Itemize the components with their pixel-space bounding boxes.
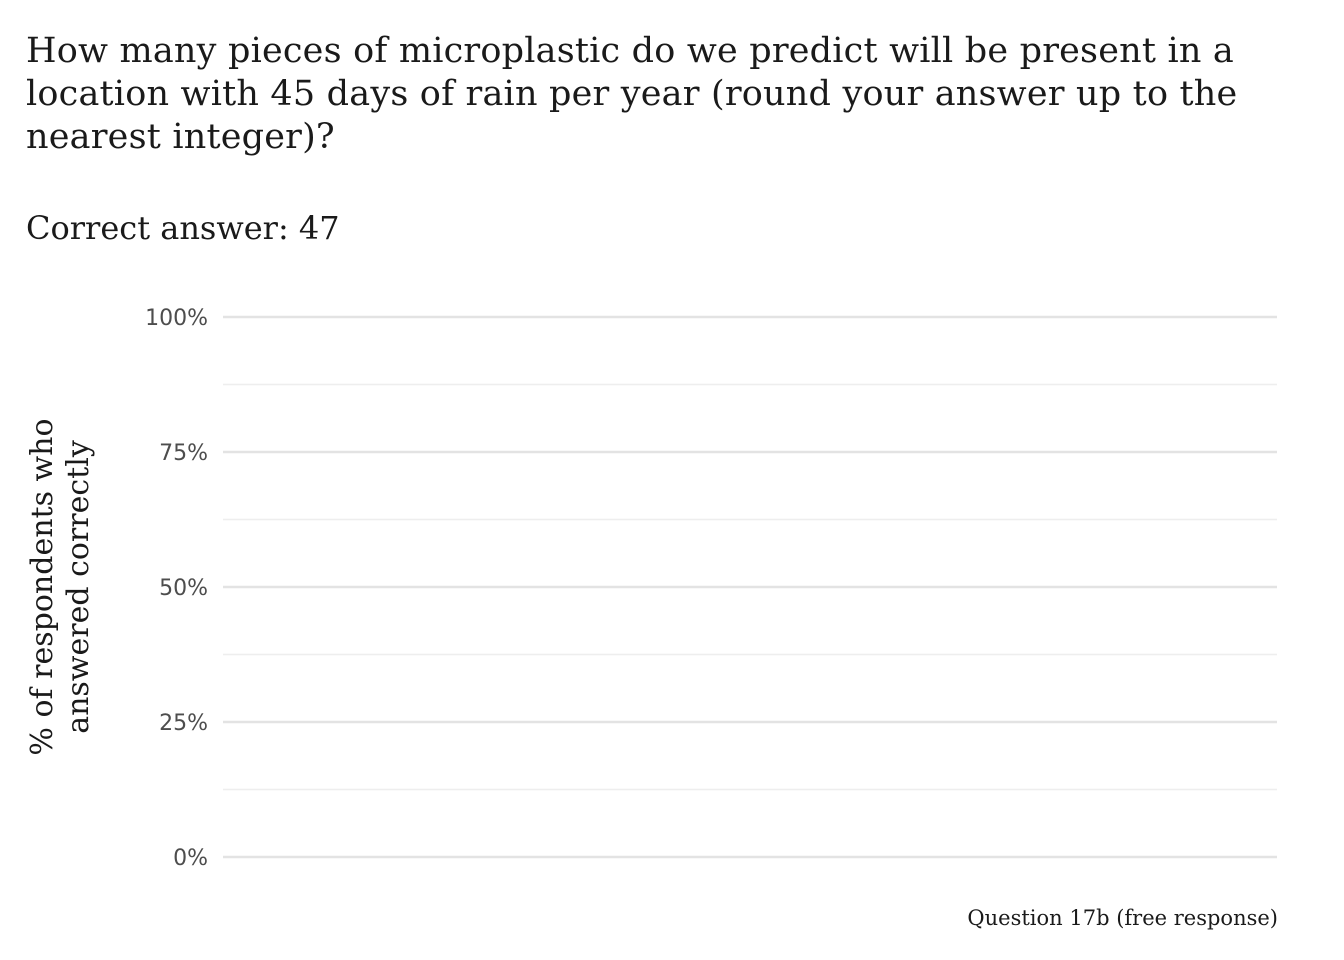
chart-title: How many pieces of microplastic do we pr… xyxy=(26,31,1238,157)
y-tick-label: 0% xyxy=(173,846,208,871)
y-tick-label: 100% xyxy=(145,306,208,331)
y-tick-label: 50% xyxy=(159,576,208,601)
chart-subtitle: Correct answer: 47 xyxy=(26,209,340,247)
y-tick-label: 75% xyxy=(159,441,208,466)
chart-caption: Question 17b (free response) xyxy=(967,906,1278,930)
y-tick-label: 25% xyxy=(159,711,208,736)
